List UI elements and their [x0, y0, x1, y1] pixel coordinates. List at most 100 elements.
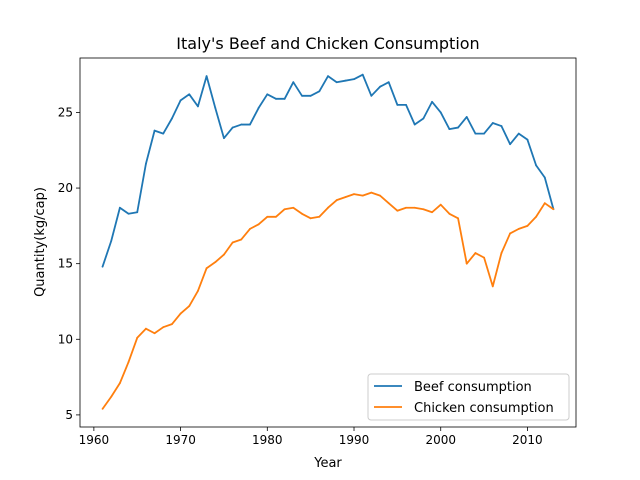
data-point	[543, 202, 546, 205]
data-point	[275, 97, 277, 100]
y-tick-label: 20	[58, 181, 73, 195]
data-point	[266, 93, 269, 96]
data-point	[231, 126, 234, 129]
x-axis-label: Year	[313, 456, 342, 471]
data-point	[318, 215, 321, 218]
data-point	[405, 103, 407, 106]
data-point	[431, 100, 433, 103]
data-point	[205, 75, 208, 78]
data-point	[101, 265, 104, 268]
x-tick-label: 1990	[339, 433, 370, 447]
y-tick-label: 15	[58, 257, 73, 271]
data-point	[509, 143, 511, 146]
data-point	[188, 93, 191, 96]
data-point	[439, 111, 442, 114]
data-point	[110, 240, 113, 242]
data-point	[266, 215, 269, 218]
legend: Beef consumption Chicken consumption	[367, 373, 570, 421]
legend-label-beef: Beef consumption	[414, 380, 532, 395]
data-point	[309, 217, 312, 220]
x-tick-label: 2000	[425, 433, 456, 447]
data-point	[136, 211, 139, 214]
data-point	[162, 326, 165, 329]
data-point	[344, 79, 347, 82]
data-point	[353, 78, 355, 81]
data-point	[361, 194, 364, 197]
data-point	[257, 107, 260, 109]
data-point	[457, 217, 459, 220]
data-point	[422, 208, 425, 211]
data-point	[439, 203, 442, 206]
data-point	[483, 256, 485, 259]
x-tick-label: 1970	[165, 433, 196, 447]
data-point	[136, 336, 139, 339]
data-point	[335, 199, 338, 202]
data-point	[118, 206, 121, 209]
data-point	[491, 285, 494, 288]
data-point	[171, 117, 173, 120]
data-point	[110, 395, 113, 398]
data-point	[249, 227, 251, 230]
data-point	[543, 176, 546, 179]
series-lines	[101, 73, 555, 410]
data-point	[301, 94, 303, 97]
data-point	[145, 162, 147, 165]
data-point	[413, 206, 416, 209]
data-point	[474, 252, 477, 254]
data-point	[197, 105, 199, 108]
data-point	[379, 85, 381, 88]
x-tick-label: 2010	[512, 433, 543, 447]
data-point	[517, 132, 520, 135]
data-point	[465, 116, 468, 118]
data-point	[153, 332, 156, 335]
x-tick-label: 1980	[252, 433, 283, 447]
data-point	[387, 81, 390, 84]
data-point	[526, 138, 529, 141]
plot-area	[79, 57, 577, 428]
data-point	[327, 75, 329, 78]
data-point	[509, 232, 511, 235]
data-point	[283, 208, 286, 211]
data-point	[500, 125, 503, 127]
data-point	[370, 191, 373, 194]
data-point	[145, 327, 147, 330]
data-point	[205, 267, 208, 270]
data-point	[214, 261, 217, 264]
x-tick-label: 1960	[79, 433, 110, 447]
data-point	[535, 215, 538, 218]
data-point	[396, 103, 399, 106]
data-point	[431, 211, 433, 214]
data-point	[249, 123, 251, 126]
data-point	[127, 361, 130, 363]
data-point	[344, 196, 347, 199]
data-point	[197, 289, 199, 292]
data-point	[283, 97, 286, 100]
data-point	[214, 107, 217, 109]
data-point	[517, 227, 520, 230]
beef-consumption-line	[101, 73, 555, 267]
data-point	[535, 164, 538, 167]
data-point	[292, 206, 295, 209]
y-tick-label: 5	[65, 408, 73, 422]
data-point	[179, 312, 182, 315]
data-point	[162, 132, 165, 135]
data-point	[309, 94, 312, 97]
data-point	[474, 132, 477, 135]
data-point	[457, 126, 459, 129]
data-point	[101, 407, 104, 410]
y-tick-label: 10	[58, 332, 73, 346]
y-tick-label: 25	[58, 105, 73, 119]
data-point	[188, 305, 191, 307]
data-point	[118, 382, 121, 385]
data-point	[153, 129, 156, 132]
data-point	[500, 252, 503, 254]
chart-title: Italy's Beef and Chicken Consumption	[176, 34, 479, 53]
data-point	[448, 212, 451, 215]
data-point	[387, 202, 390, 205]
data-point	[526, 224, 529, 227]
data-point	[257, 223, 260, 226]
data-point	[127, 212, 130, 215]
data-point	[292, 81, 295, 84]
data-point	[231, 241, 234, 244]
data-point	[171, 323, 173, 326]
